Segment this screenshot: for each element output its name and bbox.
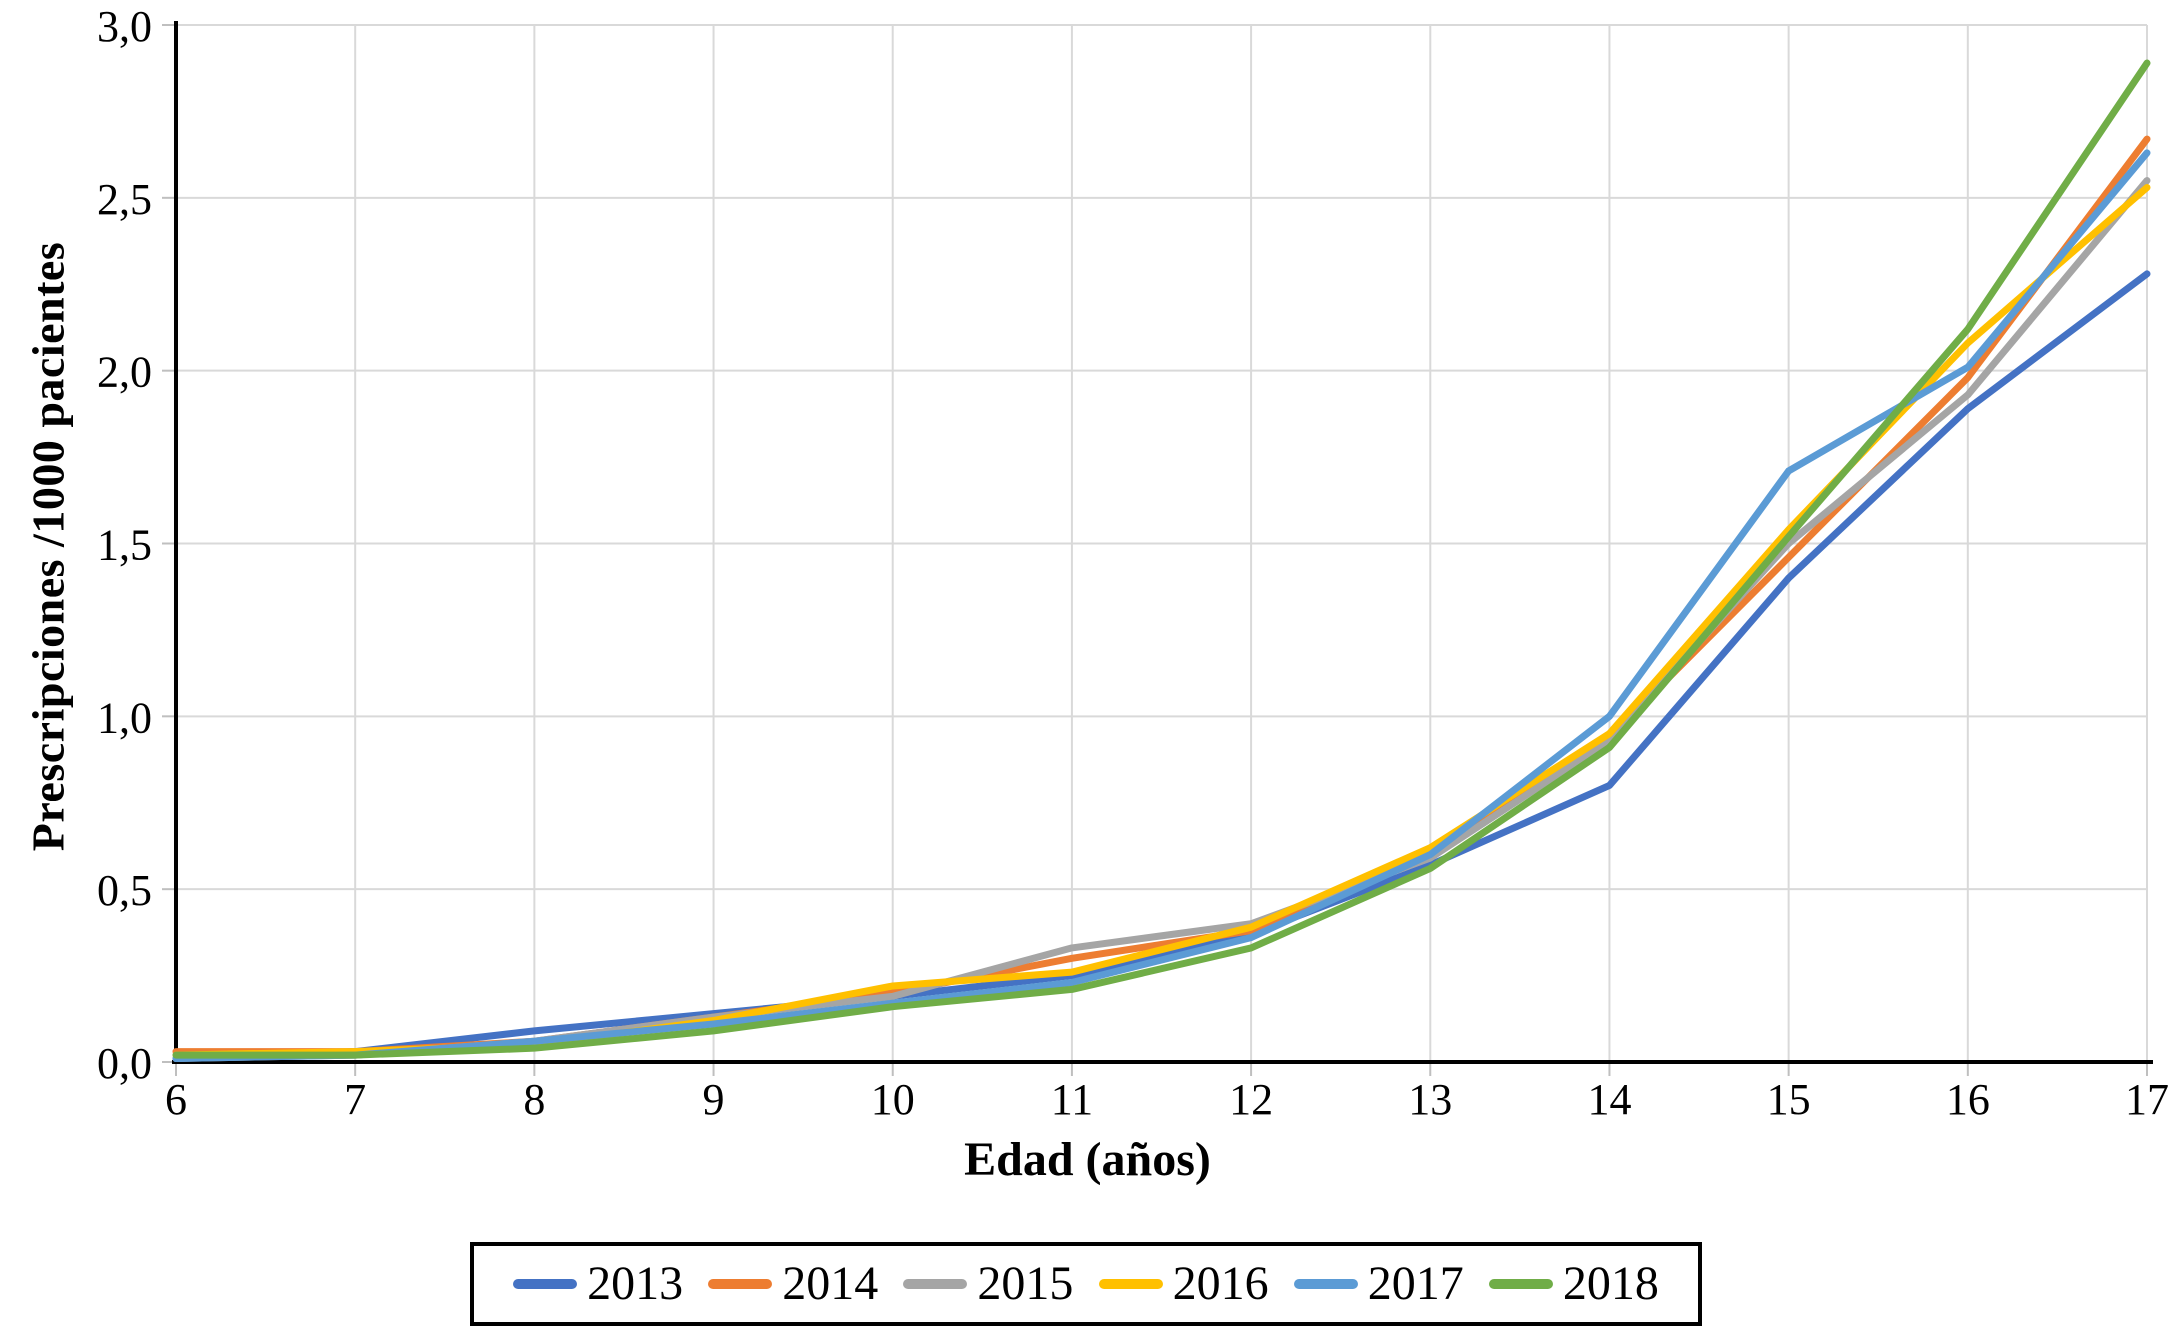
x-tick-label: 14	[1587, 1075, 1631, 1124]
y-tick-label: 2,5	[97, 175, 152, 224]
legend-line-swatch	[1488, 1279, 1553, 1289]
series-line-2017	[172, 149, 2151, 1063]
y-tick-label: 1,5	[97, 521, 152, 570]
x-tick-label: 16	[1946, 1075, 1990, 1124]
legend-item-2014: 2014	[708, 1260, 878, 1308]
series-line-2018	[172, 59, 2151, 1059]
legend-line-swatch	[903, 1279, 968, 1289]
series-line-2014	[172, 135, 2151, 1056]
legend-line-swatch	[708, 1279, 773, 1289]
legend-line-swatch	[1293, 1279, 1358, 1289]
legend-item-2013: 2013	[513, 1260, 683, 1308]
legend-item-2017: 2017	[1293, 1257, 1464, 1310]
y-tick-label: 0,0	[97, 1039, 152, 1088]
x-tick-label: 15	[1767, 1075, 1811, 1124]
series-line-2013	[172, 270, 2151, 1063]
legend: 2013 2014 2015 2016 2017 2018	[470, 1242, 1702, 1326]
x-tick-label: 13	[1408, 1075, 1452, 1124]
legend-item-2015: 2015	[903, 1260, 1073, 1308]
y-tick-label: 0,5	[97, 866, 152, 915]
x-tick-label: 9	[703, 1075, 725, 1124]
series-line-2016	[172, 183, 2151, 1059]
legend-line-swatch	[513, 1279, 578, 1289]
y-tick-label: 2,0	[97, 348, 152, 397]
y-axis-title: Prescripciones /1000 pacientes	[22, 241, 74, 852]
x-tick-label: 11	[1051, 1075, 1093, 1124]
y-tick-label: 3,0	[97, 2, 152, 51]
legend-line-swatch	[1098, 1279, 1163, 1289]
x-tick-label: 8	[523, 1075, 545, 1124]
x-axis-title: Edad (años)	[964, 1133, 1211, 1186]
x-tick-label: 17	[2125, 1075, 2169, 1124]
legend-label: 2014	[782, 1257, 879, 1310]
legend-item-2018: 2018	[1488, 1257, 1659, 1310]
legend-label: 2017	[1367, 1257, 1464, 1310]
x-tick-label: 12	[1229, 1075, 1273, 1124]
x-tick-label: 6	[165, 1075, 187, 1124]
x-tick-label: 7	[344, 1075, 366, 1124]
legend-label: 2016	[1172, 1257, 1269, 1310]
legend-label: 2018	[1562, 1257, 1659, 1310]
legend-item-2016: 2016	[1098, 1257, 1269, 1310]
legend-label: 2015	[977, 1257, 1074, 1310]
legend-label: 2013	[587, 1257, 684, 1310]
x-tick-label: 10	[871, 1075, 915, 1124]
y-tick-label: 1,0	[97, 693, 152, 742]
series-line-2015	[172, 177, 2151, 1063]
